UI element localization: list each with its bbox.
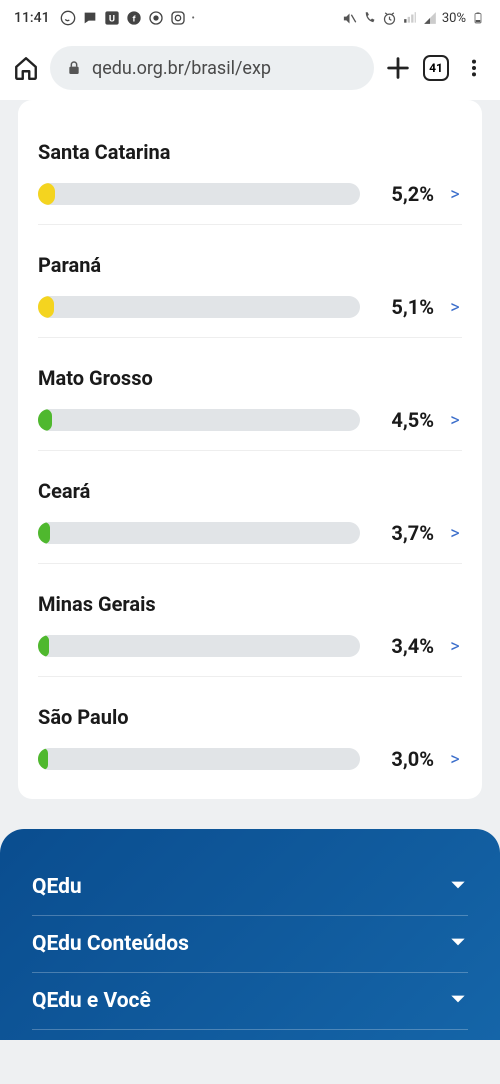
signal-2-icon: [422, 10, 438, 26]
bar-fill: [38, 748, 48, 770]
browser-icon: [148, 10, 164, 26]
signal-1-icon: [402, 10, 418, 26]
footer-item-label: QEdu Conteúdos: [32, 932, 189, 956]
chevron-down-icon: [448, 989, 468, 1013]
u-app-icon: U: [104, 10, 120, 26]
chevron-right-icon[interactable]: >: [448, 523, 462, 544]
state-name: Santa Catarina: [38, 140, 462, 164]
state-row[interactable]: Ceará 3,7% >: [38, 467, 462, 564]
bar-track: [38, 522, 360, 544]
state-row[interactable]: Santa Catarina 5,2% >: [38, 128, 462, 225]
footer: QEdu QEdu Conteúdos QEdu e Você: [0, 829, 500, 1040]
bar-track: [38, 748, 360, 770]
footer-accordion-item[interactable]: QEdu: [32, 859, 468, 916]
chevron-right-icon[interactable]: >: [448, 297, 462, 318]
chevron-down-icon: [448, 875, 468, 899]
chevron-right-icon[interactable]: >: [448, 749, 462, 770]
state-name: Paraná: [38, 253, 462, 277]
footer-item-label: QEdu e Você: [32, 989, 151, 1013]
state-percentage: 3,7%: [374, 521, 434, 545]
bar-track: [38, 296, 360, 318]
state-bar-row: 3,4% >: [38, 634, 462, 658]
state-percentage: 5,1%: [374, 295, 434, 319]
page-content: Santa Catarina5,2%>Paraná5,1%>Mato Gross…: [0, 100, 500, 1084]
state-bar-row: 4,5% >: [38, 408, 462, 432]
state-bar-row: 5,1% >: [38, 295, 462, 319]
chevron-right-icon[interactable]: >: [448, 410, 462, 431]
states-card: Santa Catarina5,2%>Paraná5,1%>Mato Gross…: [18, 100, 482, 799]
bar-track: [38, 635, 360, 657]
tabs-count: 41: [423, 55, 449, 81]
svg-text:U: U: [108, 13, 114, 24]
state-percentage: 4,5%: [374, 408, 434, 432]
whatsapp-icon: [60, 10, 76, 26]
instagram-icon: [170, 10, 186, 26]
facebook-icon: f: [126, 10, 142, 26]
status-time: 11:41: [14, 10, 50, 26]
android-status-bar: 11:41 U f •: [0, 0, 500, 36]
state-percentage: 3,0%: [374, 747, 434, 771]
chat-icon: [82, 10, 98, 26]
bar-track: [38, 409, 360, 431]
state-bar-row: 5,2% >: [38, 182, 462, 206]
bar-fill: [38, 635, 49, 657]
footer-accordion-item[interactable]: QEdu e Você: [32, 973, 468, 1030]
home-button[interactable]: [12, 54, 40, 82]
bar-fill: [38, 296, 54, 318]
status-right: 30%: [342, 10, 486, 26]
lock-icon: [66, 60, 82, 76]
state-row[interactable]: Minas Gerais 3,4% >: [38, 580, 462, 677]
state-bar-row: 3,7% >: [38, 521, 462, 545]
url-bar[interactable]: qedu.org.br/brasil/exp: [50, 46, 374, 90]
bar-track: [38, 183, 360, 205]
state-percentage: 5,2%: [374, 182, 434, 206]
bar-fill: [38, 522, 50, 544]
state-name: Ceará: [38, 479, 462, 503]
mute-icon: [342, 10, 358, 26]
url-text: qedu.org.br/brasil/exp: [92, 58, 271, 79]
alarm-icon: [382, 10, 398, 26]
chevron-down-icon: [448, 932, 468, 956]
chevron-right-icon[interactable]: >: [448, 636, 462, 657]
browser-toolbar: qedu.org.br/brasil/exp 41: [0, 36, 500, 100]
state-percentage: 3,4%: [374, 634, 434, 658]
bar-fill: [38, 183, 55, 205]
volte-icon: [362, 10, 378, 26]
battery-percentage: 30%: [442, 11, 466, 26]
menu-button[interactable]: [460, 54, 488, 82]
state-name: Minas Gerais: [38, 592, 462, 616]
status-left: 11:41 U f •: [14, 10, 196, 26]
footer-accordion-item[interactable]: QEdu Conteúdos: [32, 916, 468, 973]
state-bar-row: 3,0% >: [38, 747, 462, 771]
state-name: Mato Grosso: [38, 366, 462, 390]
battery-icon: [470, 10, 486, 26]
state-name: São Paulo: [38, 705, 462, 729]
state-row[interactable]: Mato Grosso 4,5% >: [38, 354, 462, 451]
new-tab-button[interactable]: [384, 54, 412, 82]
tabs-button[interactable]: 41: [422, 54, 450, 82]
more-notifications-icon: •: [192, 13, 196, 24]
state-row[interactable]: São Paulo 3,0% >: [38, 693, 462, 789]
bar-fill: [38, 409, 52, 431]
footer-item-label: QEdu: [32, 875, 82, 899]
chevron-right-icon[interactable]: >: [448, 184, 462, 205]
state-row[interactable]: Paraná 5,1% >: [38, 241, 462, 338]
